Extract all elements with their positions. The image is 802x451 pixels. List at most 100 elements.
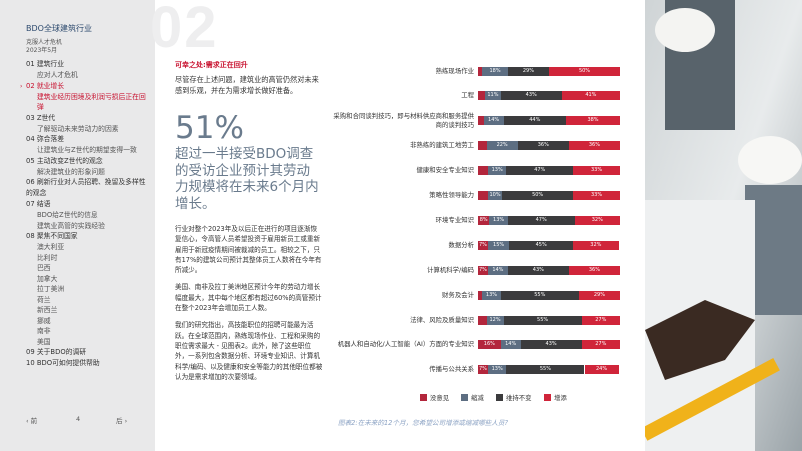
nav-item[interactable]: 02 就业增长 › (20, 81, 151, 92)
nav-label[interactable]: 聚焦不同国家 (36, 232, 78, 240)
nav-subitem[interactable]: 美国 (37, 337, 51, 346)
nav-label[interactable]: 就业增长 (36, 81, 65, 90)
bar-segment (507, 265, 569, 275)
nav-subitem[interactable]: 巴西 (37, 264, 51, 272)
bar-segment (506, 365, 585, 375)
nav-subitem[interactable]: 拉丁美洲 (37, 285, 65, 293)
nav-item[interactable]: 10 BDO可如何提供帮助 (26, 358, 151, 369)
photo-hand (645, 300, 755, 380)
data-label: 55% (539, 366, 551, 373)
bar-segment (486, 315, 504, 325)
bar-segment (486, 141, 518, 151)
bar-segment (568, 265, 620, 275)
category-label: 策略性领导能力 (429, 191, 474, 199)
data-label: 32% (590, 241, 602, 248)
nav-number[interactable]: 10 (26, 359, 35, 367)
prev-label[interactable]: 前 (30, 417, 38, 425)
data-label: 55% (534, 291, 546, 298)
nav-subitem[interactable]: 应对人才危机 (37, 71, 78, 79)
stat-number: 51% (175, 110, 244, 146)
legend-label: 维持不变 (506, 393, 532, 402)
nav-subitem[interactable]: 新西兰 (37, 306, 58, 314)
nav-number[interactable]: 07 (26, 200, 35, 208)
nav-subitem[interactable]: BDO给Z世代的信息 (37, 211, 98, 219)
nav-label[interactable]: 主动改变Z世代的观念 (36, 156, 103, 165)
data-label: 47% (535, 216, 547, 223)
next-label[interactable]: 后 (116, 417, 123, 425)
bar-segment (478, 191, 488, 200)
nav-label[interactable]: BDO可如何提供帮助 (36, 359, 100, 367)
bar-segment (503, 116, 567, 126)
data-label: 36% (588, 142, 600, 149)
nav-label[interactable]: 关于BDO的调研 (36, 348, 87, 356)
data-label: 43% (525, 92, 537, 99)
nav-item[interactable]: 07 结语 (26, 199, 151, 210)
data-label: 33% (590, 192, 603, 198)
data-label: 29% (522, 67, 534, 74)
bar-segment (566, 116, 620, 126)
nav-item[interactable]: 04 弥合落差 (26, 134, 151, 145)
article-intro: 尽管存在上述问题，建筑业的高管仍然对未来感到乐观，并在为需求增长做好准备。 (175, 75, 319, 95)
nav-item[interactable]: 06 刷新行业对人员招聘、挽留及多样性的观念 (26, 177, 151, 199)
nav-subitem[interactable]: 解决建筑业的形象问题 (37, 167, 105, 176)
data-label: 11% (487, 92, 499, 99)
stat-text: 超过一半接受BDO调查的受访企业预计其劳动力规模将在未来6个月内增长。 (175, 146, 319, 212)
nav-subitem[interactable]: 建筑业经历困境及利润亏损后正在回弹 (37, 92, 146, 112)
nav-number[interactable]: 09 (26, 348, 35, 356)
photo-helmet (655, 8, 715, 52)
nav-subitem[interactable]: 让建筑业与Z世代的期望变得一致 (37, 146, 137, 154)
prev-button[interactable]: ‹ 前 (26, 417, 38, 425)
data-label: 22% (496, 142, 508, 149)
nav-subitem[interactable]: 建筑业高管的实践经验 (37, 221, 105, 230)
nav-label[interactable]: 结语 (36, 200, 51, 208)
report-subtitle: 克服人才危机 (26, 39, 63, 46)
category-label: 采购和合同谈判技巧，即与材料供应商和服务提供商的谈判技巧 (333, 111, 474, 129)
nav: 01 建筑行业 应对人才危机 02 就业增长 › 建筑业经历困境及利润亏损后正在回弹 03… (20, 59, 151, 369)
bar-segment (578, 290, 620, 300)
category-label: 数据分析 (448, 240, 474, 249)
bar-segment (482, 66, 508, 76)
bar-segment (561, 91, 620, 101)
data-label: 10% (489, 192, 501, 198)
nav-number[interactable]: 06 (26, 178, 35, 186)
data-label: 13% (493, 216, 505, 223)
bar-segment (581, 340, 620, 350)
nav-number[interactable]: 01 (26, 60, 35, 68)
bar-segment (584, 365, 619, 375)
nav-number[interactable]: 08 (26, 232, 35, 240)
nav-subitem[interactable]: 澳大利亚 (37, 243, 65, 251)
nav-number[interactable]: 04 (26, 135, 35, 143)
sidebar: BDO全球建筑行业 克服人才危机 2023年5月 01 建筑行业 应对人才危机 02… (0, 0, 155, 451)
nav-item[interactable]: 09 关于BDO的调研 (26, 347, 151, 358)
data-label: 14% (488, 117, 500, 124)
nav-number[interactable]: 02 (26, 81, 35, 90)
nav-subitem[interactable]: 挪威 (37, 316, 51, 325)
category-label: 法律、风险及质量知识 (410, 315, 474, 324)
bar-segment (478, 91, 486, 101)
paragraph: 行业对整个2023年及以后正在进行的项目逐渐恢复信心，令高管人员希望投资于雇用新… (175, 225, 322, 275)
nav-label[interactable]: 刷新行业对人员招聘、挽留及多样性的观念 (26, 178, 146, 197)
nav-subitem[interactable]: 荷兰 (37, 295, 51, 304)
next-button[interactable]: 后 › (116, 417, 128, 425)
data-label: 33% (590, 167, 603, 174)
nav-number[interactable]: 05 (26, 156, 35, 165)
nav-label[interactable]: 弥合落差 (36, 135, 65, 143)
data-label: 45% (535, 241, 547, 248)
nav-item[interactable]: 08 聚焦不同国家 (26, 231, 151, 242)
nav-label[interactable]: Z世代 (36, 113, 56, 122)
nav-label[interactable]: 建筑行业 (36, 60, 65, 68)
data-label: 50% (532, 192, 544, 198)
data-label: 55% (537, 316, 549, 323)
data-label: 38% (587, 117, 599, 124)
nav-number[interactable]: 03 (26, 113, 35, 122)
nav-item[interactable]: 05 主动改变Z世代的观念 (26, 156, 151, 167)
nav-item[interactable]: 03 Z世代 (26, 113, 151, 124)
nav-item[interactable]: 01 建筑行业 (26, 59, 151, 70)
bar-segment (478, 215, 490, 225)
nav-subitem[interactable]: 了解驱动未来劳动力的因素 (37, 124, 119, 133)
nav-subitem[interactable]: 比利时 (37, 253, 58, 262)
page-number: 4 (76, 415, 81, 423)
bar-segment (478, 66, 483, 76)
nav-subitem[interactable]: 加拿大 (37, 274, 58, 283)
nav-subitem[interactable]: 南非 (37, 327, 51, 335)
